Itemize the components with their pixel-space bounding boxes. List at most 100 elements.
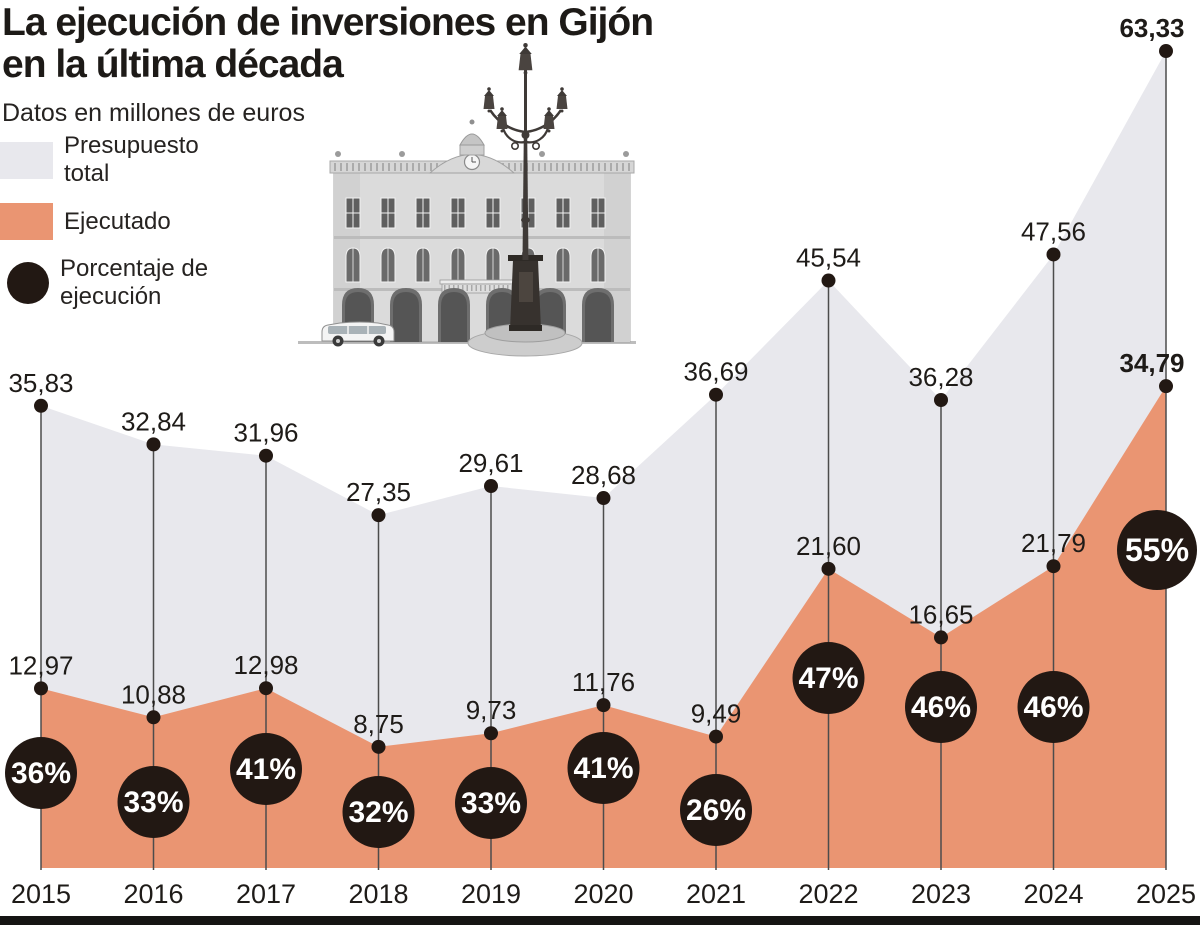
legend-label: Ejecutado bbox=[64, 207, 171, 235]
total-value-label: 27,35 bbox=[346, 477, 411, 507]
percentage-circle-icon bbox=[7, 262, 49, 305]
year-label: 2025 bbox=[1136, 879, 1196, 909]
total-dot bbox=[934, 392, 948, 407]
percentage-badges-layer: 36% 33% 41% 32% 33% 41% 26% 47% 46% 46% 55% bbox=[5, 510, 1197, 848]
legend-item-porcentaje: Porcentaje de ejecución bbox=[0, 255, 229, 311]
executed-value-label: 11,76 bbox=[572, 667, 635, 697]
page-title: La ejecución de inversiones en Gijón en l… bbox=[2, 1, 762, 87]
percentage-badge bbox=[455, 767, 527, 839]
total-dot bbox=[1046, 247, 1061, 262]
legend-item-presupuesto: Presupuesto total bbox=[0, 132, 229, 188]
percentage-badge-label: 41% bbox=[573, 752, 633, 785]
percentage-badge-label: 26% bbox=[686, 794, 746, 827]
chart-legend: Presupuesto total Ejecutado Porcentaje d… bbox=[0, 132, 229, 311]
total-value-label: 45,54 bbox=[796, 243, 861, 273]
total-value-label: 31,96 bbox=[233, 418, 298, 448]
executed-dot bbox=[371, 739, 386, 754]
title-line-1: La ejecución de inversiones en Gijón bbox=[2, 1, 654, 44]
executed-value-label: 21,79 bbox=[1021, 528, 1086, 558]
executed-dot bbox=[1046, 559, 1061, 574]
total-value-label: 29,61 bbox=[458, 448, 523, 478]
bottom-divider-bar bbox=[0, 916, 1200, 925]
total-dot bbox=[146, 437, 161, 452]
data-dots-layer bbox=[34, 44, 1173, 754]
total-dot bbox=[1159, 44, 1173, 59]
executed-value-label: 34,79 bbox=[1119, 348, 1184, 378]
total-value-label: 63,33 bbox=[1119, 13, 1184, 43]
percentage-badge bbox=[1117, 510, 1197, 590]
total-dot bbox=[259, 448, 273, 463]
percentage-badge bbox=[792, 642, 865, 714]
year-label: 2023 bbox=[911, 879, 971, 909]
executed-value-label: 16,65 bbox=[908, 599, 973, 629]
executed-value-label: 9,49 bbox=[691, 699, 742, 729]
total-value-label: 36,69 bbox=[683, 357, 748, 387]
percentage-badge bbox=[342, 776, 415, 848]
year-label: 2015 bbox=[11, 879, 71, 909]
executed-value-label: 12,98 bbox=[233, 650, 298, 680]
percentage-badge-label: 47% bbox=[798, 662, 858, 695]
legend-item-ejecutado: Ejecutado bbox=[0, 203, 229, 241]
executed-dot bbox=[596, 698, 611, 713]
chart-subtitle: Datos en millones de euros bbox=[2, 99, 305, 128]
year-label: 2016 bbox=[123, 879, 183, 909]
year-label: 2020 bbox=[573, 879, 633, 909]
total-value-label: 47,56 bbox=[1021, 217, 1086, 247]
executed-value-label: 9,73 bbox=[466, 695, 517, 725]
percentage-badge bbox=[680, 774, 752, 846]
title-line-2: en la última década bbox=[2, 43, 344, 87]
city-hall-photo bbox=[298, 43, 636, 357]
executed-swatch bbox=[0, 203, 53, 241]
percentage-badge-label: 33% bbox=[123, 786, 183, 819]
percentage-badge bbox=[1017, 671, 1090, 743]
percentage-badge-label: 55% bbox=[1125, 532, 1189, 568]
total-value-label: 36,28 bbox=[908, 362, 973, 392]
executed-dot bbox=[1159, 379, 1173, 394]
percentage-badge bbox=[567, 732, 640, 804]
executed-dot bbox=[709, 729, 723, 744]
total-dot bbox=[34, 398, 48, 413]
executed-dot bbox=[821, 561, 836, 576]
total-dot bbox=[371, 508, 386, 523]
year-label: 2017 bbox=[236, 879, 296, 909]
percentage-badge-label: 46% bbox=[911, 691, 971, 724]
chart-header: La ejecución de inversiones en Gijón en l… bbox=[2, 1, 762, 128]
total-dot bbox=[709, 387, 723, 402]
executed-value-label: 12,97 bbox=[8, 650, 73, 680]
percentage-badge-label: 36% bbox=[11, 757, 71, 790]
total-value-label: 32,84 bbox=[121, 406, 186, 436]
executed-dot bbox=[259, 681, 273, 696]
total-dot bbox=[596, 491, 611, 506]
percentage-badge bbox=[117, 766, 190, 838]
executed-dot bbox=[484, 726, 498, 741]
total-value-label: 28,68 bbox=[571, 460, 636, 490]
percentage-badge-label: 46% bbox=[1023, 691, 1083, 724]
legend-label: Presupuesto total bbox=[64, 132, 199, 188]
percentage-badge bbox=[230, 733, 302, 805]
year-label: 2019 bbox=[461, 879, 521, 909]
percentage-badge-label: 33% bbox=[461, 787, 521, 820]
total-budget-swatch bbox=[0, 141, 53, 179]
percentage-badge-label: 41% bbox=[236, 753, 296, 786]
area-series-layer bbox=[41, 51, 1166, 868]
percentage-badge bbox=[905, 671, 977, 743]
year-label: 2024 bbox=[1023, 879, 1083, 909]
percentage-badge-label: 32% bbox=[348, 796, 408, 829]
executed-value-label: 8,75 bbox=[353, 709, 404, 739]
legend-label: Porcentaje de ejecución bbox=[60, 255, 209, 311]
year-label: 2022 bbox=[798, 879, 858, 909]
x-axis-layer: 2015 2016 2017 2018 2019 2020 2021 2022 2023 2024… bbox=[11, 879, 1196, 909]
year-label: 2018 bbox=[348, 879, 408, 909]
executed-value-label: 10,88 bbox=[121, 679, 186, 709]
executed-dot bbox=[934, 630, 948, 645]
year-label: 2021 bbox=[686, 879, 746, 909]
executed-area bbox=[41, 386, 1166, 868]
value-labels-layer: 35,83 12,97 32,84 10,88 31,96 12,98 27,35 8,75 2… bbox=[8, 13, 1184, 739]
total-dot bbox=[484, 479, 498, 494]
van-illustration bbox=[321, 321, 395, 347]
lamppost-illustration bbox=[467, 43, 583, 357]
total-value-label: 35,83 bbox=[8, 368, 73, 398]
total-dot bbox=[821, 273, 836, 288]
